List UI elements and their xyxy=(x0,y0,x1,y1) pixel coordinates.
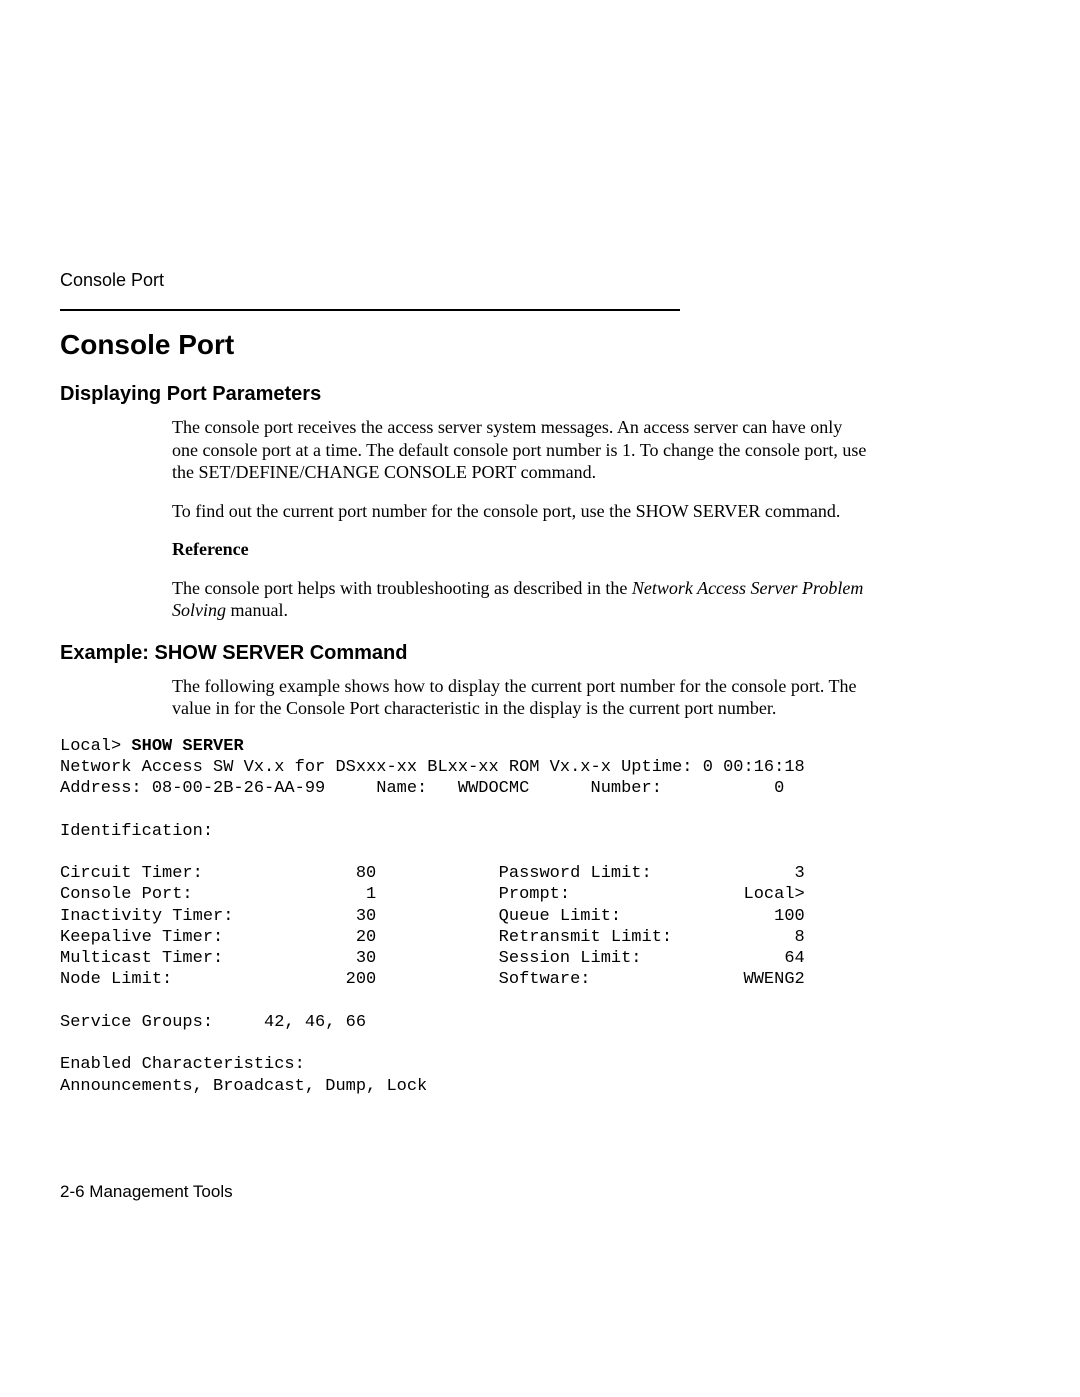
section-heading-example: Example: SHOW SERVER Command xyxy=(60,642,870,665)
reference-pre: The console port helps with troubleshoot… xyxy=(172,578,632,598)
example-intro: The following example shows how to displ… xyxy=(172,675,870,720)
para-intro: The console port receives the access ser… xyxy=(172,416,870,484)
para-showserver: To find out the current port number for … xyxy=(172,500,870,523)
page-title: Console Port xyxy=(60,329,870,361)
reference-heading: Reference xyxy=(172,538,870,561)
page-footer: 2-6 Management Tools xyxy=(60,1182,233,1202)
reference-post: manual. xyxy=(226,600,288,620)
header-rule xyxy=(60,309,680,311)
terminal-output: Local> SHOW SERVER Network Access SW Vx.… xyxy=(60,736,870,1097)
section-heading-parameters: Displaying Port Parameters xyxy=(60,383,870,406)
running-header: Console Port xyxy=(60,270,870,291)
reference-text: The console port helps with troubleshoot… xyxy=(172,577,870,622)
